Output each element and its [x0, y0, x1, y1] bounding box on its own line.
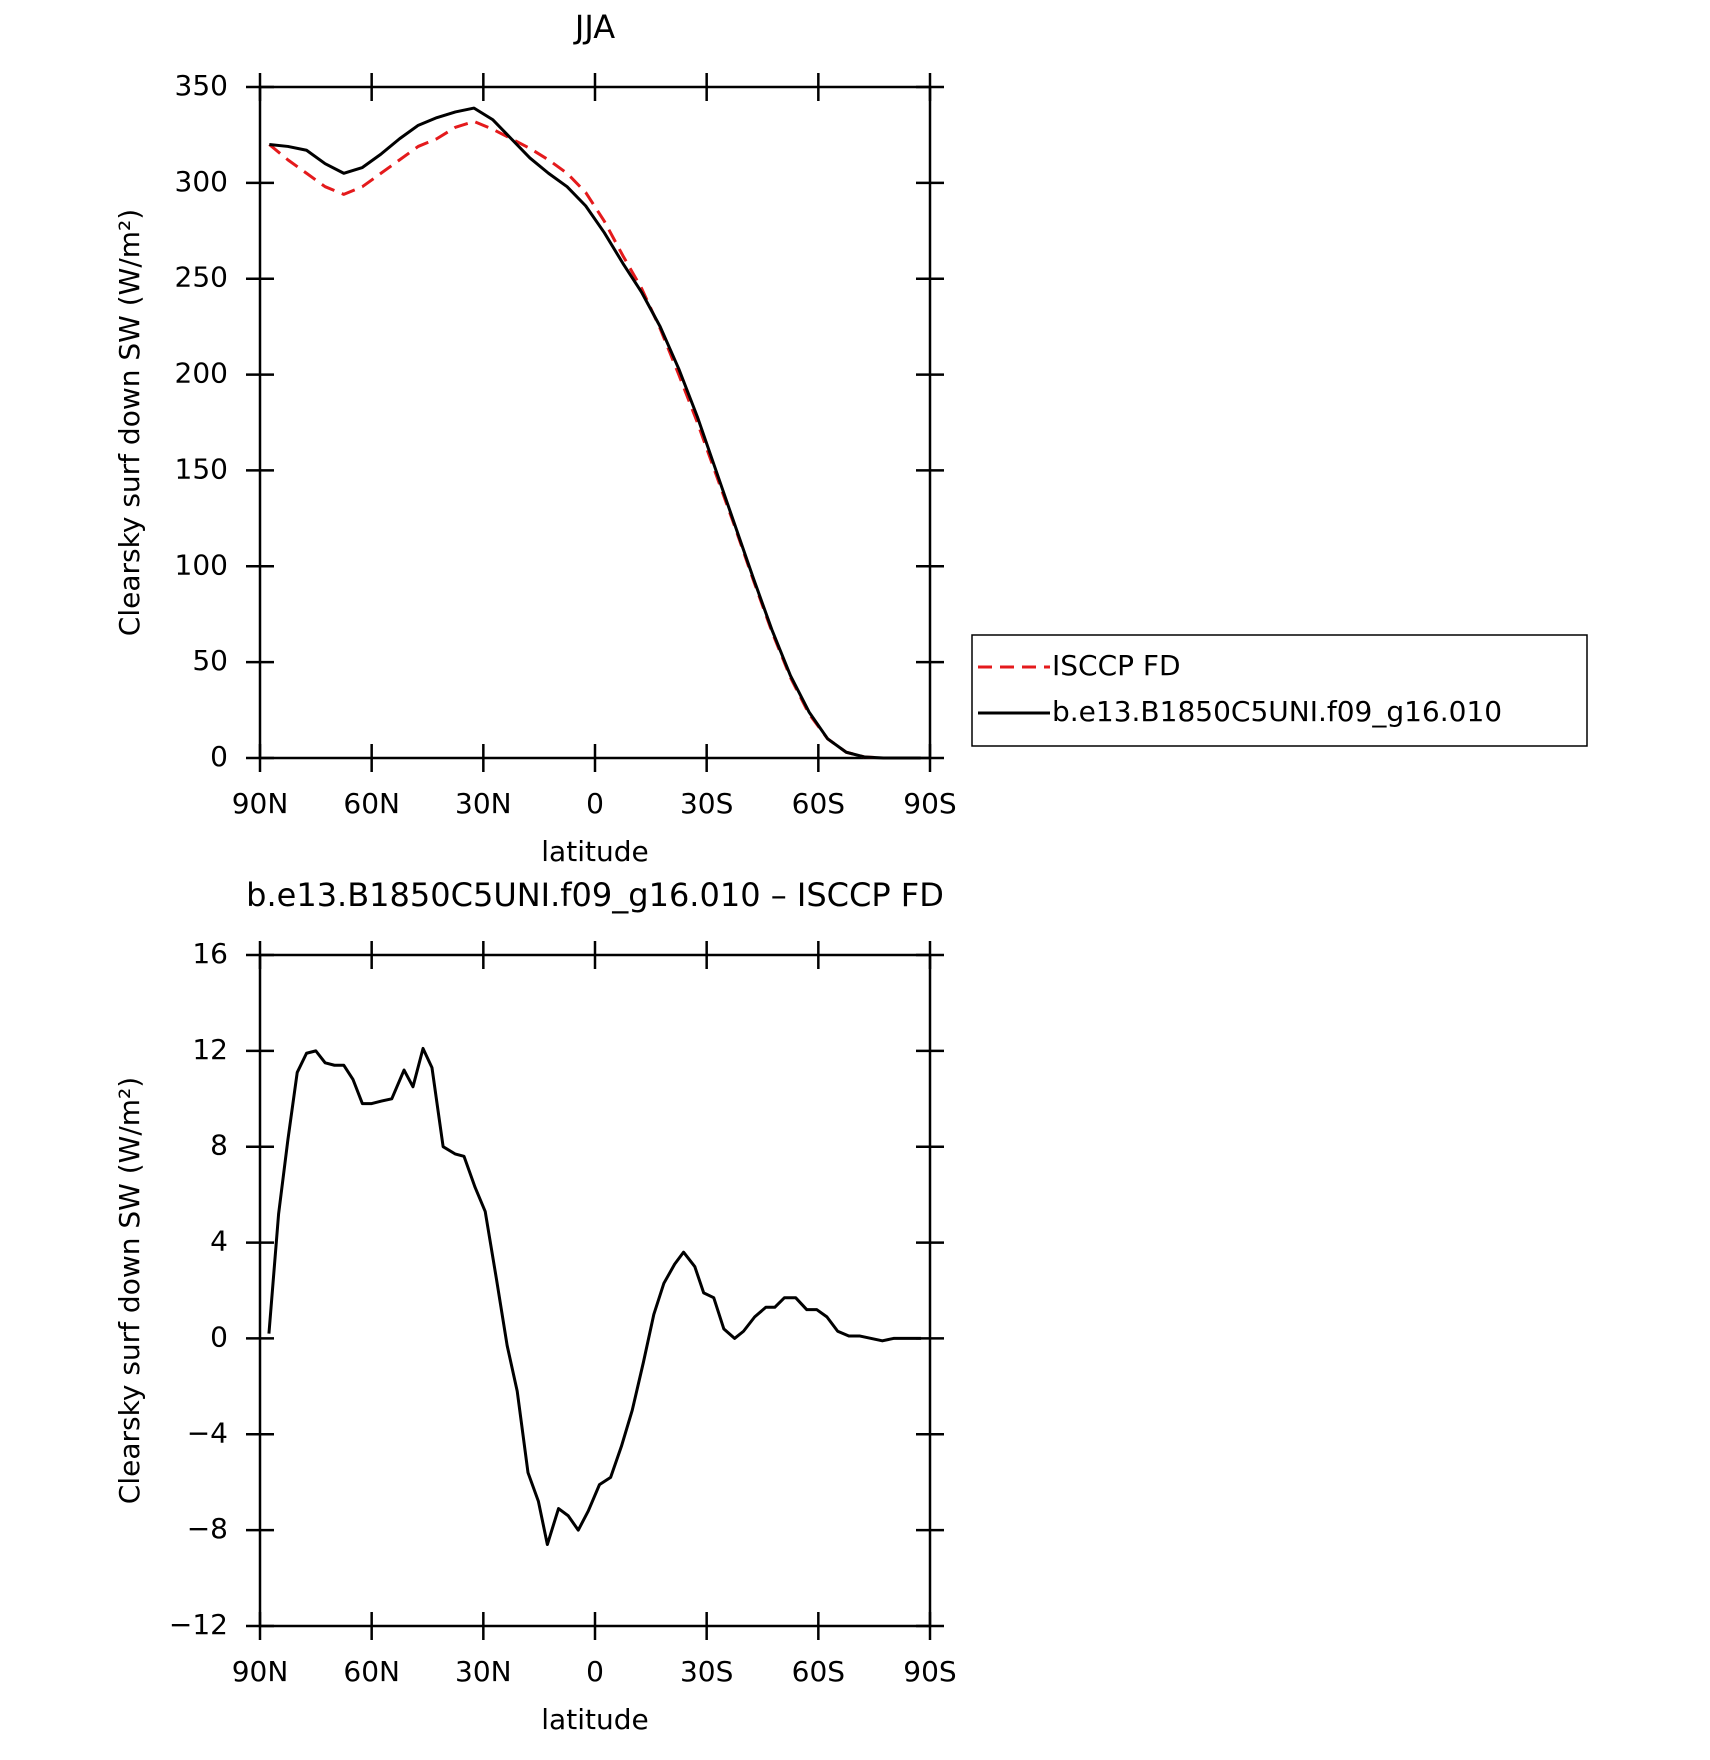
- y-tick-label: −8: [187, 1512, 228, 1545]
- legend-box: [971, 634, 1588, 747]
- legend-label: ISCCP FD: [1052, 649, 1181, 682]
- y-tick-label: 100: [175, 548, 228, 581]
- x-tick-label: 60S: [792, 787, 845, 820]
- x-tick-label: 60S: [792, 1655, 845, 1688]
- y-tick-label: 8: [210, 1129, 228, 1162]
- x-axis-label: latitude: [541, 1703, 648, 1736]
- x-tick-label: 30S: [680, 787, 733, 820]
- y-tick-label: 250: [175, 261, 228, 294]
- x-tick-label: 60N: [343, 787, 400, 820]
- x-tick-label: 30N: [455, 1655, 512, 1688]
- y-tick-label: 150: [175, 452, 228, 485]
- y-tick-label: 16: [192, 937, 228, 970]
- chart-title: b.e13.B1850C5UNI.f09_g16.010 – ISCCP FD: [246, 876, 944, 914]
- x-tick-label: 90S: [903, 1655, 956, 1688]
- chart-title: JJA: [573, 8, 615, 46]
- x-axis-label: latitude: [541, 835, 648, 868]
- x-tick-label: 60N: [343, 1655, 400, 1688]
- y-tick-label: 350: [175, 69, 228, 102]
- y-tick-label: −12: [169, 1608, 228, 1641]
- y-tick-label: 300: [175, 165, 228, 198]
- data-line: [267, 1046, 922, 1547]
- legend-label: b.e13.B1850C5UNI.f09_g16.010: [1052, 695, 1502, 728]
- x-tick-label: 0: [586, 1655, 604, 1688]
- x-tick-label: 0: [586, 787, 604, 820]
- y-tick-label: 0: [210, 1320, 228, 1353]
- y-tick-label: 0: [210, 740, 228, 773]
- y-tick-label: 12: [192, 1033, 228, 1066]
- x-tick-label: 90N: [232, 1655, 289, 1688]
- y-axis-label: Clearsky surf down SW (W/m²): [113, 1077, 146, 1504]
- y-axis-label: Clearsky surf down SW (W/m²): [113, 209, 146, 636]
- y-tick-label: 4: [210, 1225, 228, 1258]
- y-tick-label: 200: [175, 357, 228, 390]
- x-tick-label: 30N: [455, 787, 512, 820]
- y-tick-label: 50: [192, 644, 228, 677]
- series-line: [269, 106, 921, 760]
- x-tick-label: 30S: [680, 1655, 733, 1688]
- y-tick-label: −4: [187, 1416, 228, 1449]
- x-tick-label: 90S: [903, 787, 956, 820]
- plot-frame: [258, 953, 932, 1628]
- x-tick-label: 90N: [232, 787, 289, 820]
- plot-frame: [258, 85, 932, 760]
